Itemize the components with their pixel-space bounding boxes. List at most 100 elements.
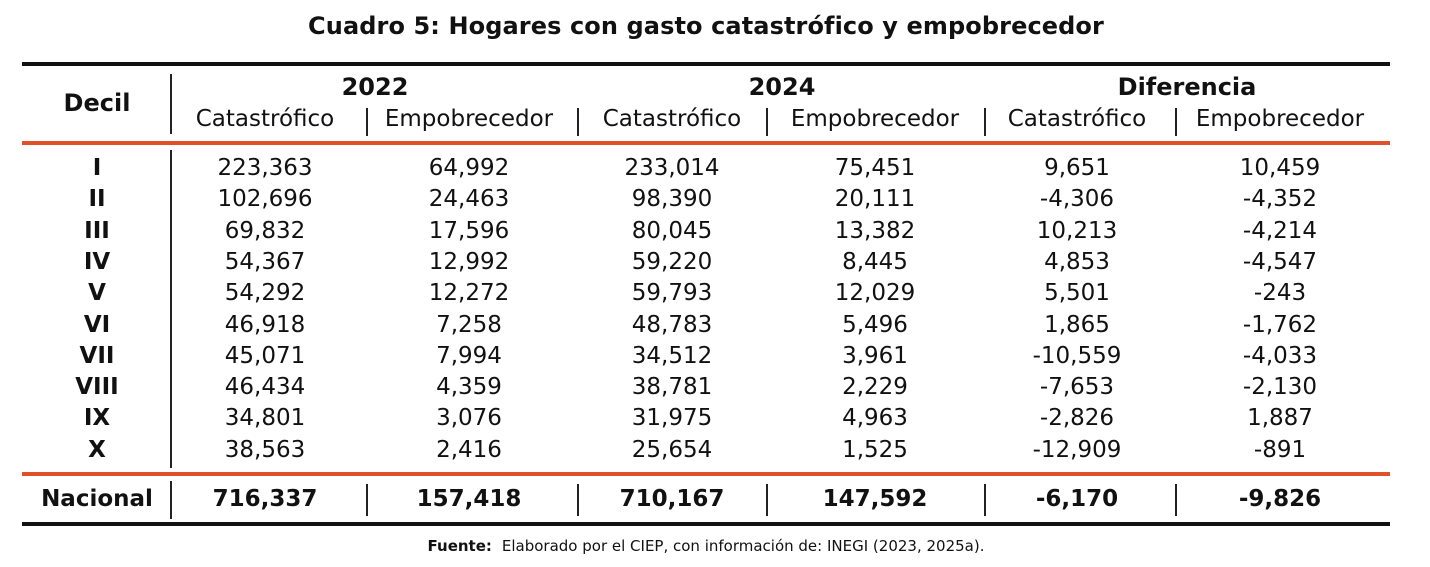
table-cell: 34,801 bbox=[224, 405, 306, 432]
decil-label: IV bbox=[83, 248, 111, 275]
table-cell: 64,992 bbox=[428, 155, 510, 181]
subcolumn-separator bbox=[1175, 108, 1177, 136]
table-cell: 20,111 bbox=[834, 186, 916, 213]
table-cell: 54,367 bbox=[224, 248, 306, 275]
table-cell: 46,918 bbox=[224, 311, 306, 338]
source-text: Elaborado por el CIEP, con información d… bbox=[501, 537, 985, 555]
table-cell: 8,445 bbox=[842, 248, 908, 275]
table-cell: 12,992 bbox=[428, 248, 510, 275]
decil-header: Decil bbox=[63, 89, 131, 117]
table-cell: 5,496 bbox=[842, 311, 908, 338]
table-cell: 233,014 bbox=[624, 155, 720, 181]
total-cell: -6,170 bbox=[1035, 486, 1119, 512]
bottom-border bbox=[22, 522, 1390, 526]
table-cell: 17,596 bbox=[428, 217, 510, 244]
subcolumn-separator bbox=[577, 108, 579, 136]
table-cell: 24,463 bbox=[428, 186, 510, 213]
subcolumn-separator bbox=[984, 108, 986, 136]
table-cell: 2,416 bbox=[436, 436, 502, 463]
table-cell: 25,654 bbox=[631, 436, 713, 463]
subcolumn-separator bbox=[366, 108, 368, 136]
total-cell: 157,418 bbox=[416, 486, 522, 512]
table-cell: 34,512 bbox=[631, 342, 713, 369]
table-cell: -4,214 bbox=[1242, 217, 1318, 244]
table-cell: 59,793 bbox=[631, 280, 713, 307]
table-cell: -7,653 bbox=[1039, 374, 1115, 401]
subcolumn-header: Catastrófico bbox=[602, 106, 742, 132]
table-cell: 2,229 bbox=[842, 374, 908, 401]
table-cell: 12,029 bbox=[834, 280, 916, 307]
decil-label: III bbox=[84, 217, 110, 244]
table-cell: 69,832 bbox=[224, 217, 306, 244]
decil-label: I bbox=[92, 155, 102, 181]
table-cell: -4,033 bbox=[1242, 342, 1318, 369]
table-cell: 102,696 bbox=[217, 186, 313, 213]
table-cell: 9,651 bbox=[1044, 155, 1110, 181]
table-cell: -2,826 bbox=[1039, 405, 1115, 432]
decil-label: II bbox=[88, 186, 106, 213]
table-cell: 1,865 bbox=[1044, 311, 1110, 338]
table-cell: 3,961 bbox=[842, 342, 908, 369]
table-cell: 5,501 bbox=[1044, 280, 1110, 307]
total-cell: 710,167 bbox=[619, 486, 725, 512]
table-cell: -243 bbox=[1253, 280, 1307, 307]
decil-label: VI bbox=[83, 311, 111, 338]
subcolumn-header: Empobrecedor bbox=[384, 106, 554, 132]
table-cell: 4,963 bbox=[842, 405, 908, 432]
total-separator bbox=[984, 484, 986, 516]
table-cell: 38,781 bbox=[631, 374, 713, 401]
table-cell: -4,306 bbox=[1039, 186, 1115, 213]
table-cell: 59,220 bbox=[631, 248, 713, 275]
table-cell: -12,909 bbox=[1032, 436, 1122, 463]
table-cell: 12,272 bbox=[428, 280, 510, 307]
group-header: Diferencia bbox=[1117, 73, 1257, 101]
table-cell: 3,076 bbox=[436, 405, 502, 432]
source-label: Fuente: bbox=[427, 537, 492, 555]
total-separator bbox=[577, 484, 579, 516]
subcolumn-header: Empobrecedor bbox=[790, 106, 960, 132]
subcolumn-header: Catastrófico bbox=[195, 106, 335, 132]
group-header: 2024 bbox=[748, 73, 816, 101]
table-cell: 1,525 bbox=[842, 436, 908, 463]
table-title: Cuadro 5: Hogares con gasto catastrófico… bbox=[308, 12, 1104, 40]
table-cell: 4,853 bbox=[1044, 248, 1110, 275]
total-separator bbox=[1175, 484, 1177, 516]
total-cell: -9,826 bbox=[1238, 486, 1322, 512]
table-cell: 4,359 bbox=[436, 374, 502, 401]
table-cell: 38,563 bbox=[224, 436, 306, 463]
total-separator bbox=[766, 484, 768, 516]
table-cell: 48,783 bbox=[631, 311, 713, 338]
decil-separator bbox=[170, 481, 172, 519]
source-note: Fuente: Elaborado por el CIEP, con inform… bbox=[0, 535, 1412, 557]
decil-label: V bbox=[88, 280, 106, 307]
total-label: Nacional bbox=[41, 486, 153, 512]
subcolumn-header: Empobrecedor bbox=[1195, 106, 1365, 132]
decil-label: X bbox=[88, 436, 106, 463]
table-cell: -891 bbox=[1253, 436, 1307, 463]
top-border bbox=[22, 62, 1390, 66]
decil-label: IX bbox=[83, 405, 111, 432]
decil-separator bbox=[170, 74, 172, 134]
table-cell: -4,352 bbox=[1242, 186, 1318, 213]
total-separator bbox=[366, 484, 368, 516]
group-header: 2022 bbox=[341, 73, 409, 101]
table-cell: 13,382 bbox=[834, 217, 916, 244]
decil-label: VIII bbox=[75, 374, 119, 401]
table-cell: 7,258 bbox=[436, 311, 502, 338]
decil-label: VII bbox=[79, 342, 115, 369]
decil-separator bbox=[170, 150, 172, 468]
subcolumn-separator bbox=[766, 108, 768, 136]
subcolumn-header: Catastrófico bbox=[1007, 106, 1147, 132]
table-cell: 80,045 bbox=[631, 217, 713, 244]
table-cell: 10,459 bbox=[1239, 155, 1321, 181]
table-cell: 54,292 bbox=[224, 280, 306, 307]
table-cell: -1,762 bbox=[1242, 311, 1318, 338]
table-cell: -4,547 bbox=[1242, 248, 1318, 275]
table-cell: 223,363 bbox=[217, 155, 313, 181]
table-cell: 45,071 bbox=[224, 342, 306, 369]
table-cell: -10,559 bbox=[1032, 342, 1122, 369]
table-cell: 7,994 bbox=[436, 342, 502, 369]
header-divider bbox=[22, 141, 1390, 145]
table-cell: 1,887 bbox=[1247, 405, 1313, 432]
total-divider bbox=[22, 472, 1390, 476]
